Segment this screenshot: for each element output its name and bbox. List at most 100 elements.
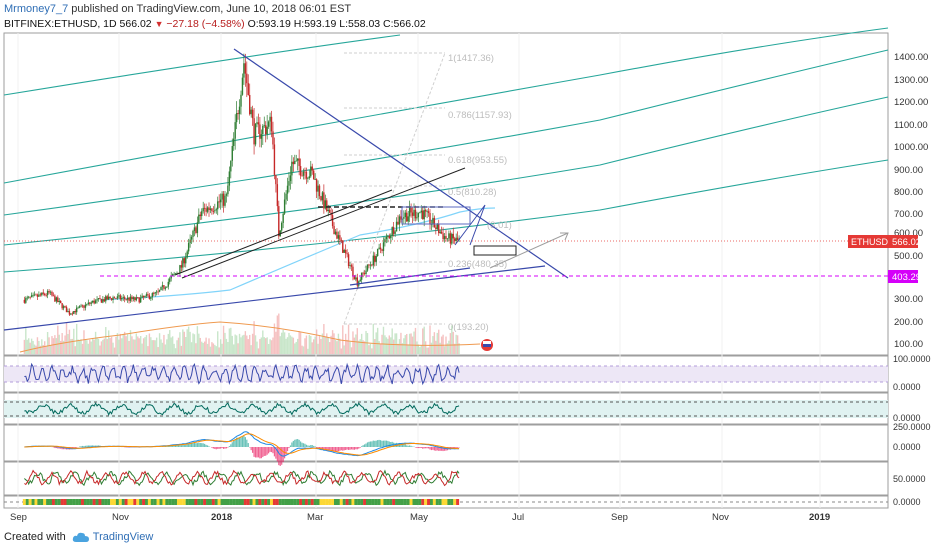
macd-histogram-bar: [202, 443, 204, 447]
macd-histogram-bar: [458, 447, 460, 448]
candle-body: [171, 274, 174, 277]
signal-dot: [31, 499, 35, 505]
signal-dot: [383, 499, 387, 505]
candle-body: [33, 294, 36, 296]
macd-histogram-bar: [441, 447, 443, 451]
macd-histogram-bar: [298, 439, 300, 447]
volume-bar: [254, 335, 257, 354]
volume-bar: [366, 333, 369, 354]
volume-bar: [70, 338, 72, 354]
volume-bar: [374, 339, 376, 354]
macd-histogram-bar: [192, 442, 194, 447]
candle-body: [54, 295, 56, 302]
candle-body: [233, 138, 235, 147]
macd-histogram-bar: [321, 447, 324, 450]
candle-body: [400, 216, 402, 220]
candle-body: [174, 273, 177, 275]
candle-body: [387, 236, 389, 237]
volume-bar: [147, 346, 149, 354]
candle-body: [299, 166, 302, 176]
candle-body: [398, 216, 401, 225]
candle-body: [180, 265, 183, 268]
signal-dot: [304, 499, 308, 505]
candle-body: [215, 209, 217, 211]
tradingview-brand[interactable]: TradingView: [72, 530, 153, 544]
volume-bar: [360, 333, 363, 354]
volume-bar: [314, 336, 316, 354]
candle-body: [302, 171, 305, 176]
author-link[interactable]: Mrmoney7_7: [4, 3, 69, 15]
volume-bar: [320, 338, 322, 354]
volume-bar: [176, 340, 178, 354]
macd-histogram-bar: [403, 444, 405, 447]
signal-dot: [34, 499, 38, 505]
candle-body: [342, 240, 344, 253]
volume-bar: [330, 335, 332, 354]
candle-body: [138, 297, 140, 303]
candle-body: [334, 231, 337, 235]
macd-histogram-bar: [430, 447, 433, 451]
volume-bar: [123, 331, 126, 354]
macd-histogram-bar: [358, 447, 360, 449]
candle-body: [23, 299, 26, 303]
volume-bar: [87, 343, 90, 354]
volume-bar: [170, 337, 172, 354]
signal-dot: [176, 499, 180, 505]
macd-histogram-bar: [410, 445, 412, 447]
price-axis: 1400.00 1300.00 1200.00 1100.00 1000.00 …: [894, 52, 928, 350]
macd-histogram-bar: [282, 447, 284, 463]
volume-bar: [276, 315, 279, 354]
volume-bar: [272, 337, 274, 354]
candle-body: [416, 217, 418, 219]
volume-bar: [158, 333, 161, 354]
candle-body: [368, 264, 370, 266]
signal-dot: [115, 499, 119, 505]
signal-dot: [397, 499, 401, 505]
macd-histogram-bar: [228, 446, 230, 447]
candle-body: [211, 208, 213, 212]
volume-bar: [372, 323, 375, 354]
candle-body: [195, 227, 197, 234]
candle-body: [187, 243, 190, 252]
signal-dot: [261, 499, 265, 505]
signal-dot: [124, 499, 128, 505]
signal-dot: [360, 499, 364, 505]
macd-histogram-bar: [246, 439, 248, 447]
volume-bar: [212, 343, 215, 354]
volume-bar: [237, 343, 239, 354]
signal-dot: [113, 499, 116, 505]
rsi-line: [24, 362, 460, 386]
volume-bar: [52, 338, 55, 354]
candle-body: [170, 276, 172, 279]
macd-histogram-bar: [90, 445, 92, 447]
candle-body: [344, 249, 347, 254]
volume-bar: [97, 338, 100, 354]
signal-dot: [81, 499, 85, 505]
time-tick: May: [410, 512, 428, 523]
macd-histogram-bar: [265, 447, 267, 456]
candle-body: [176, 272, 178, 274]
candle-body: [247, 83, 249, 95]
time-tick: Jul: [512, 512, 524, 523]
fib-retracement: 1(1417.36) 0.786(1157.93) 0.618(953.55) …: [343, 52, 512, 333]
candle-body: [376, 248, 379, 257]
signal-dot: [412, 499, 416, 505]
macd-histogram-bar: [382, 440, 385, 447]
macd-histogram-bar: [74, 447, 76, 449]
signal-dot: [339, 499, 343, 505]
macd-histogram-bar: [311, 445, 313, 447]
signal-dot: [255, 499, 259, 505]
candle-body: [392, 227, 395, 234]
candle-body: [109, 296, 111, 299]
volume-bar: [359, 339, 361, 354]
macd-histogram-bar: [217, 447, 219, 449]
macd-histogram-bar: [166, 446, 168, 447]
volume-bar: [182, 329, 184, 354]
macd-histogram-bar: [404, 444, 406, 447]
macd-histogram-bar: [279, 447, 281, 466]
earnings-flag-icon[interactable]: [481, 339, 493, 351]
volume-bar: [208, 338, 210, 354]
signal-dot: [424, 499, 428, 505]
macd-histogram-bar: [455, 447, 457, 448]
